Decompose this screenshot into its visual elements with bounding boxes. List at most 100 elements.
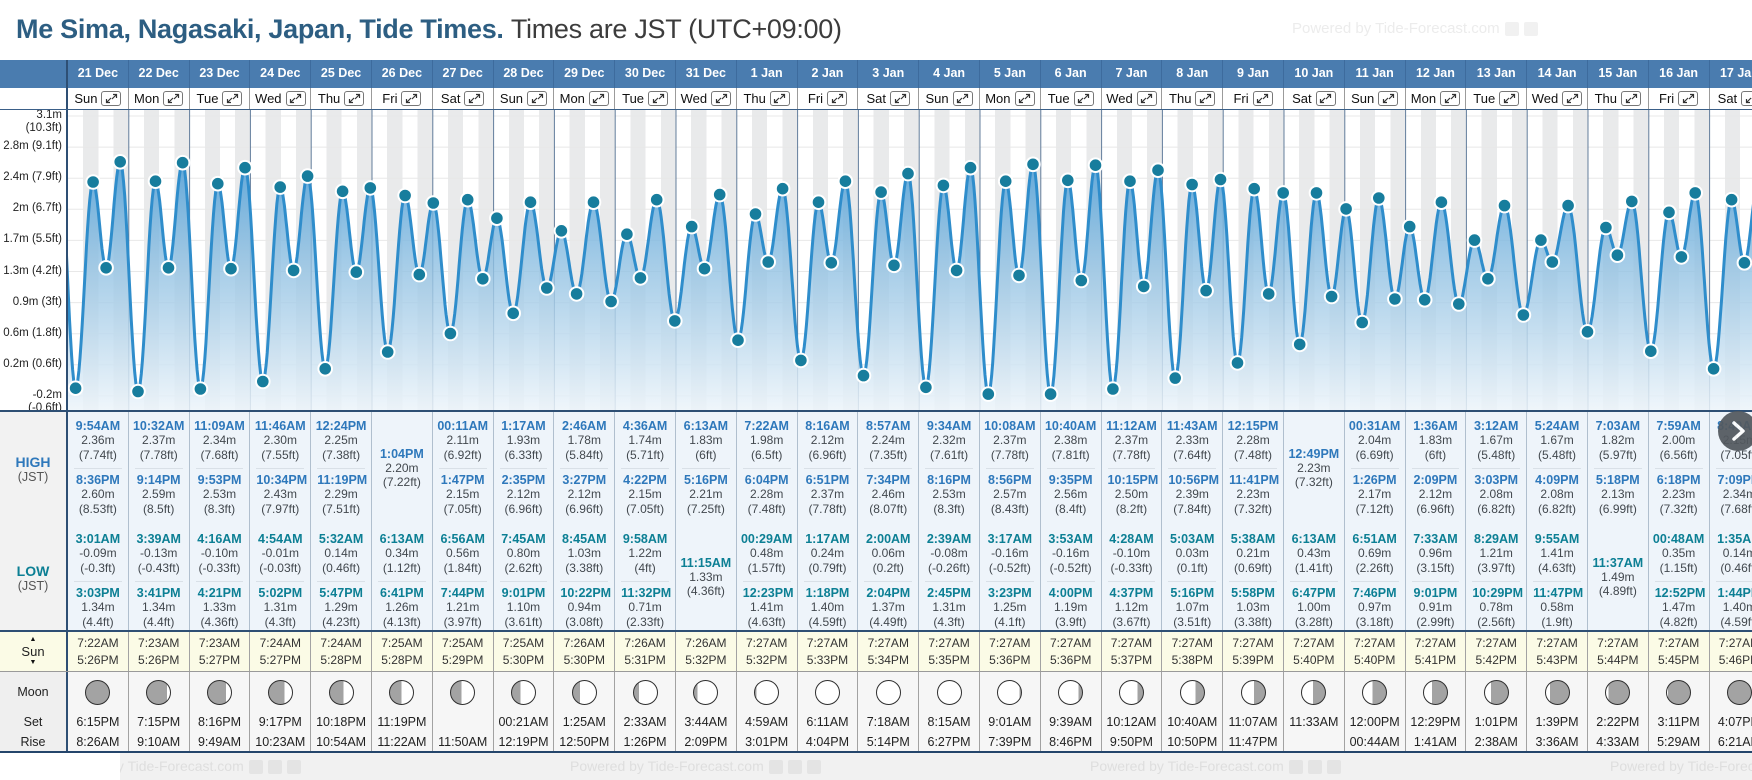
watermark-icon [1326,760,1341,775]
moon-phase-icon [450,679,476,705]
tide-height-ft: (6.82ft) [1538,501,1577,516]
expand-day-button[interactable] [711,91,732,106]
tide-height-m: 1.74m [628,433,662,447]
expand-day-button[interactable] [1621,91,1642,106]
tide-height-ft: (7.97ft) [261,501,300,516]
expand-day-button[interactable] [1678,91,1699,106]
expand-day-button[interactable] [952,91,973,106]
sun-cell: 7:27AM 5:36PM [979,632,1041,671]
high-tide-time: 1:17AM [501,419,546,433]
expand-day-button[interactable] [527,91,548,106]
tide-height-m: 1.07m [1175,600,1209,614]
high-tide-entry: 00:11AM 2.11m (6.92ft) [433,417,493,465]
tide-height-m: 2.32m [932,433,966,447]
expand-day-button[interactable] [890,91,911,106]
expand-day-button[interactable] [1499,91,1520,106]
watermark-text: Powered by Tide-Forecast.com [570,758,764,774]
sunrise-time: 7:25AM [502,636,545,650]
sunrise-time: 7:23AM [198,636,241,650]
high-tide-entry: 10:15PM 2.50m (8.2ft) [1107,468,1159,519]
tide-height-m: 0.56m [446,546,480,560]
low-tide-entry: 6:47PM 1.00m (3.28ft) [1289,581,1338,630]
expand-day-button[interactable] [1315,91,1336,106]
low-tide-cell: 3:01AM -0.09m (-0.3ft) 3:03PM 1.34m (4.4ft) [68,525,129,630]
low-tide-cell: 5:38AM 0.21m (0.69ft) 5:58PM 1.03m (3.38ft) [1223,525,1284,630]
high-tide-entry: 10:56PM 2.39m (7.84ft) [1168,468,1219,519]
y-axis-label: 2m (6.7ft) [12,202,62,215]
moon-cell [1040,672,1102,712]
sunset-time: 5:44PM [1597,652,1639,667]
weekday-label: Wed [255,91,282,106]
expand-day-button[interactable] [827,91,848,106]
moonset-time: 2:33AM [615,712,676,732]
low-tide-entry: 7:46PM 0.97m (3.18ft) [1350,581,1399,630]
tide-height-ft: (7.25ft) [686,501,725,516]
expand-day-button[interactable] [1073,91,1094,106]
date-header-row: 21 Dec 22 Dec 23 Dec 24 Dec 25 Dec 26 Dec 27 D… [0,60,1752,88]
tide-height-m: 0.94m [567,600,601,614]
tide-height-m: 2.50m [1114,487,1149,501]
moon-cell [311,672,372,712]
sunrise-time: 7:27AM [1718,636,1752,650]
expand-day-button[interactable] [1252,91,1273,106]
weekday-row: Sun Mon Tue Wed Thu Fri Sat Sun Mon Tue Wed Thu Fri S… [0,88,1752,110]
expand-day-button[interactable] [344,91,365,106]
expand-day-button[interactable] [1378,91,1399,106]
high-tide-time: 2:09PM [1413,473,1458,487]
high-tide-label: HIGH (JST) [0,412,68,525]
low-tide-time: 6:41PM [379,586,424,600]
tide-point [1643,343,1659,359]
low-tide-time: 1:17AM [805,532,850,546]
expand-day-button[interactable] [648,91,669,106]
expand-day-button[interactable] [464,91,485,106]
tide-point [648,191,665,208]
expand-day-button[interactable] [1014,91,1035,106]
high-tide-entry: 4:22PM 2.15m (7.05ft) [621,468,669,519]
high-tide-time: 10:08AM [984,419,1036,433]
sunrise-time: 7:26AM [685,636,727,650]
expand-day-button[interactable] [163,91,184,106]
expand-day-button[interactable] [1741,91,1752,106]
tide-point [1073,272,1090,289]
moonrise-time: 3:36AM [1527,732,1588,751]
low-tide-entry: 2:39AM -0.08m (-0.26ft) [919,530,979,578]
sun-cell: 7:27AM 5:33PM [797,632,859,671]
date-header: 31 Dec [676,60,737,88]
expand-day-button[interactable] [769,91,790,106]
expand-day-button[interactable] [101,91,122,106]
high-tide-entry: 00:31AM 2.04m (6.69ft) [1345,417,1405,465]
next-days-button[interactable] [1718,411,1752,451]
high-tide-cell: 1:36AM 1.83m (6ft) 2:09PM 2.12m (6.96ft) [1405,412,1467,525]
tide-height-m: 1.31m [263,600,297,614]
tide-height-ft: (4.59ft) [808,614,847,629]
high-tide-time: 11:12AM [1106,419,1157,433]
sunset-time: 5:42PM [1475,652,1517,667]
expand-day-button[interactable] [222,91,243,106]
low-tide-cell: 4:16AM -0.10m (-0.33ft) 4:21PM 1.33m (4.36ft) [189,525,251,630]
high-tide-time: 10:15PM [1107,473,1159,487]
tide-point [1229,355,1246,371]
high-tide-time: 4:22PM [623,473,667,487]
expand-day-button[interactable] [401,91,422,106]
tide-point [1451,296,1467,312]
expand-day-button[interactable] [1195,91,1216,106]
expand-day-button[interactable] [285,91,306,106]
date-header: 4 Jan [919,60,980,88]
expand-day-button[interactable] [1440,91,1461,106]
tide-point [1371,190,1387,206]
tide-height-m: 2.12m [810,433,845,447]
tide-height-m: 0.24m [810,546,845,560]
low-tide-cell: 2:39AM -0.08m (-0.26ft) 2:45PM 1.31m (4.3ft) [919,525,980,630]
high-tide-cell: 00:31AM 2.04m (6.69ft) 1:26PM 2.17m (7.12ft) [1344,412,1406,525]
y-axis-label: 0.9m (3ft) [12,295,62,308]
expand-day-button[interactable] [588,91,609,106]
expand-day-button[interactable] [1136,91,1157,106]
high-tide-cell: 12:49PM 2.23m (7.32ft) [1283,412,1345,525]
weekday-label: Sat [1292,91,1312,106]
low-tide-label: LOW (JST) [0,525,68,630]
tide-height-ft: (4.49ft) [869,614,908,629]
expand-day-button[interactable] [1562,91,1583,106]
high-tide-entry: 7:22AM 1.98m (6.5ft) [737,417,797,465]
weekday-cell: Fri [1223,88,1284,109]
high-tide-entry: 1:04PM 2.20m (7.22ft) [372,445,432,493]
